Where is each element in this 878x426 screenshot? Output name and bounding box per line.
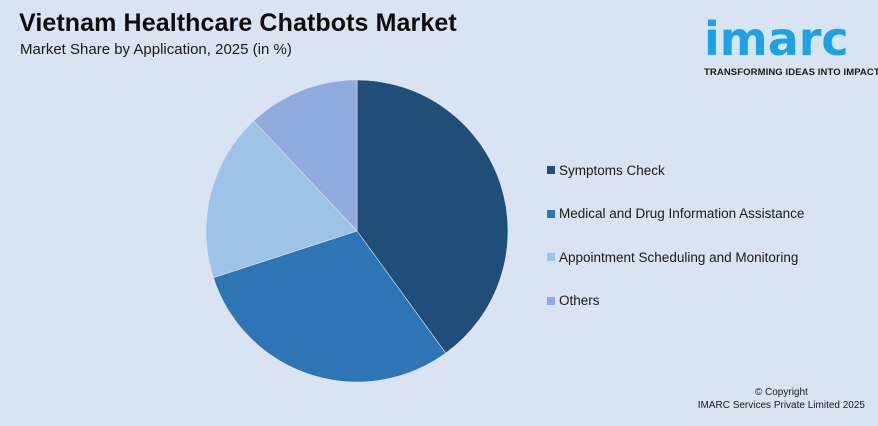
chart-subtitle: Market Share by Application, 2025 (in %) — [20, 41, 292, 58]
chart-title: Vietnam Healthcare Chatbots Market — [19, 9, 457, 37]
logo-wordmark: imarc — [704, 12, 849, 66]
imarc-logo: imarc TRANSFORMING IDEAS INTO IMPACT — [700, 6, 878, 86]
copyright-line: © Copyright — [754, 387, 808, 398]
legend-label: Others — [559, 293, 600, 308]
logo-tagline: TRANSFORMING IDEAS INTO IMPACT — [704, 67, 878, 78]
legend-label: Appointment Scheduling and Monitoring — [559, 249, 799, 265]
legend-swatch-icon — [547, 253, 555, 261]
legend-item-symptoms-check: Symptoms Check — [547, 160, 804, 180]
legend-item-appointment-scheduling: Appointment Scheduling and Monitoring — [547, 247, 804, 267]
legend-swatch-icon — [547, 166, 555, 174]
legend-item-others: Others — [547, 291, 804, 311]
legend-item-medical-drug-info: Medical and Drug Information Assistance — [547, 204, 804, 224]
chart-legend: Symptoms Check Medical and Drug Informat… — [547, 160, 804, 334]
pie-slice-others — [253, 79, 358, 232]
legend-label: Symptoms Check — [559, 162, 665, 178]
pie-slice-symptoms-check — [356, 79, 509, 354]
legend-swatch-icon — [547, 209, 555, 218]
pie-chart — [205, 79, 509, 383]
legend-swatch-icon — [547, 296, 555, 305]
pie-slice-medical-drug-info — [213, 230, 447, 383]
pie-slice-appointment-scheduling — [205, 120, 358, 279]
copyright-notice: © Copyright IMARC Services Private Limit… — [698, 386, 865, 412]
copyright-owner: IMARC Services Private Limited 2025 — [697, 400, 865, 411]
legend-label: Medical and Drug Information Assistance — [559, 206, 805, 221]
